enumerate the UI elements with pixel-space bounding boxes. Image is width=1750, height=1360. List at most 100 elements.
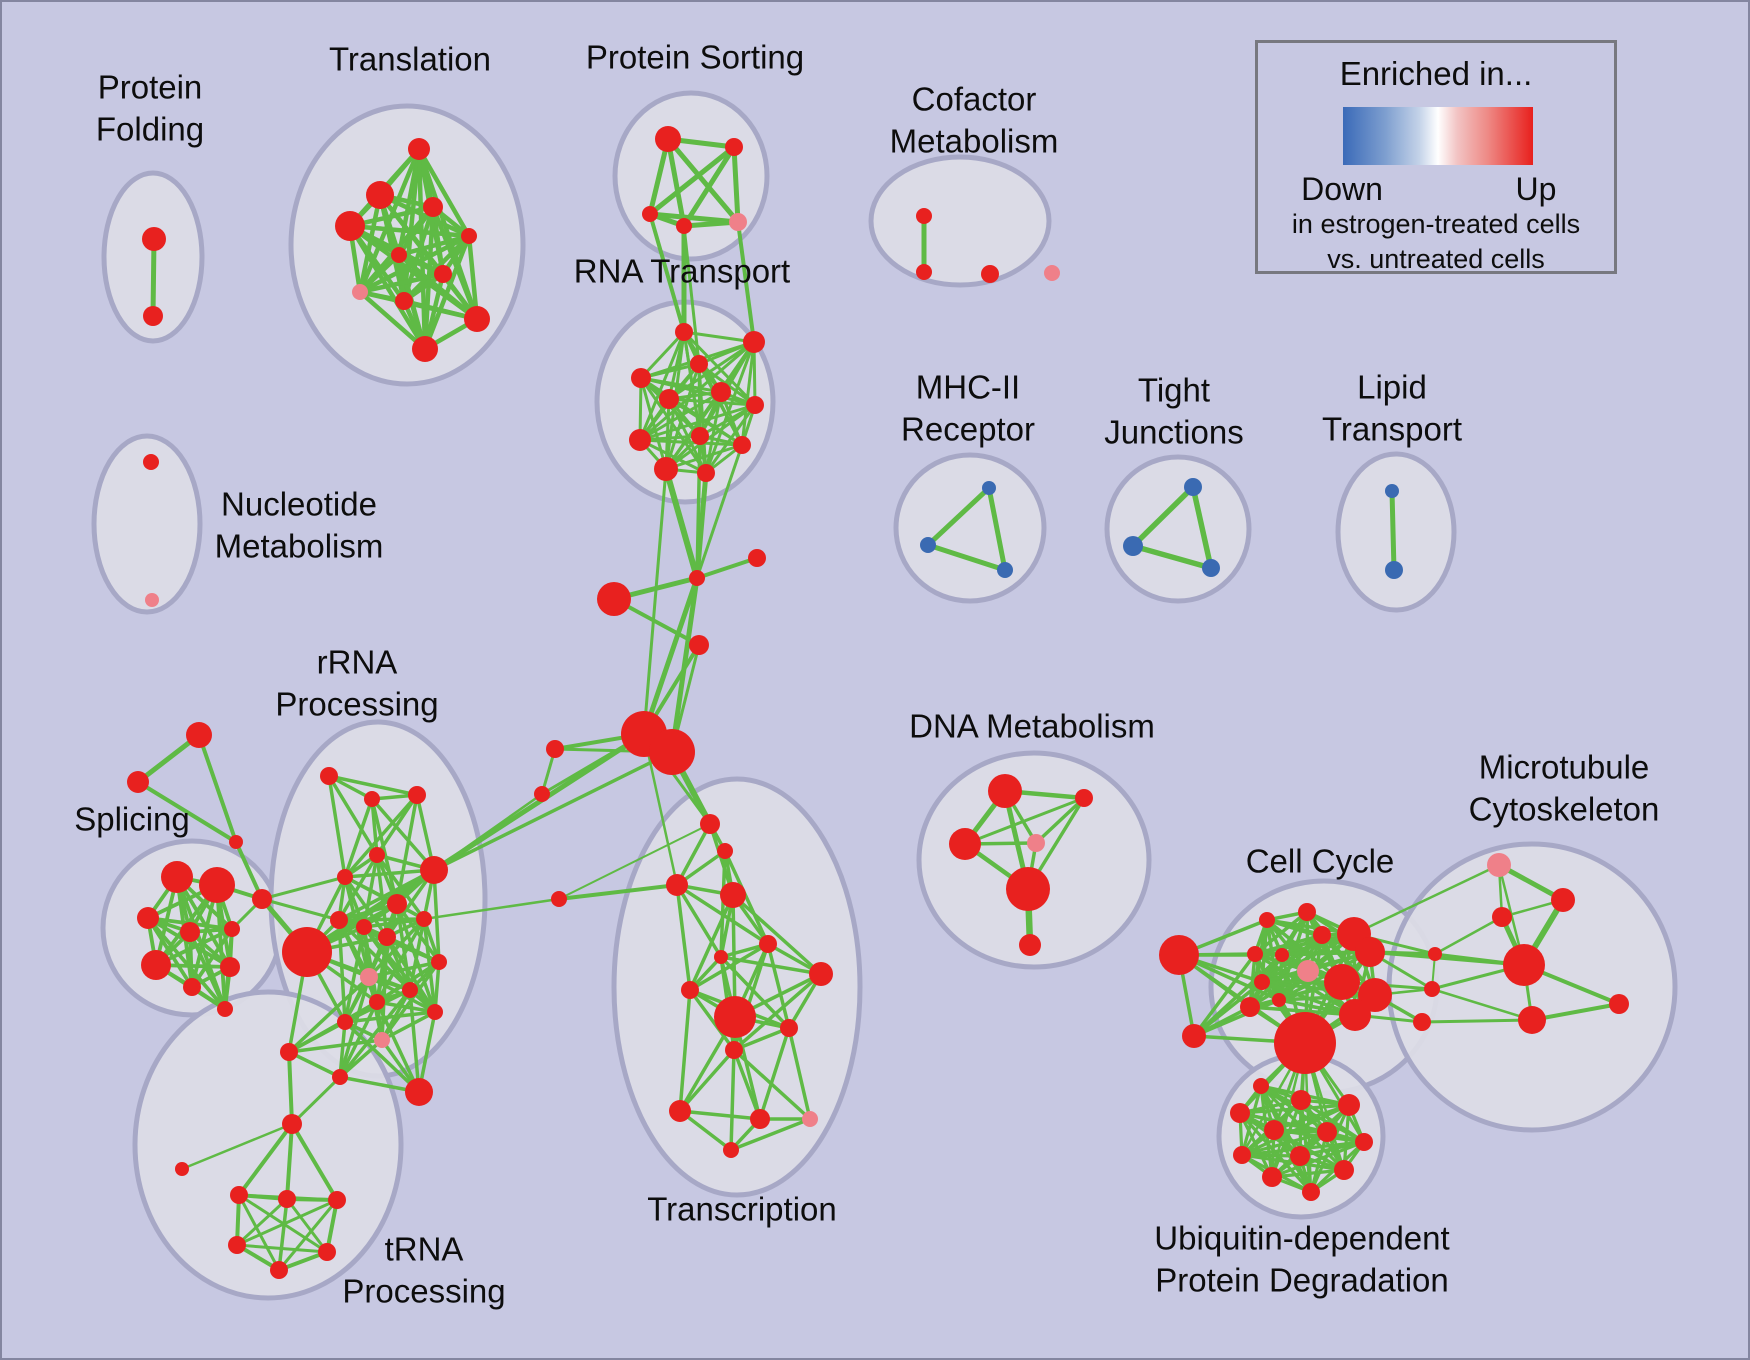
- gene-set-node-rrna-0[interactable]: [320, 767, 338, 785]
- gene-set-node-cc-8[interactable]: [1254, 974, 1270, 990]
- gene-set-node-mt-5[interactable]: [1609, 994, 1629, 1014]
- gene-set-node-ub-1[interactable]: [1291, 1090, 1311, 1110]
- gene-set-node-dna-0[interactable]: [988, 774, 1022, 808]
- gene-set-node-cc-16[interactable]: [1182, 1024, 1206, 1048]
- gene-set-node-rrna-6[interactable]: [387, 894, 407, 914]
- gene-set-node-cof-3[interactable]: [1044, 265, 1060, 281]
- gene-set-node-cof-1[interactable]: [916, 264, 932, 280]
- gene-set-node-ps-3[interactable]: [676, 218, 692, 234]
- gene-set-node-trna-6[interactable]: [318, 1243, 336, 1261]
- gene-set-node-rrna-18[interactable]: [427, 1004, 443, 1020]
- gene-set-node-spl-0[interactable]: [161, 861, 193, 893]
- gene-set-node-rrna-11[interactable]: [282, 927, 332, 977]
- gene-set-node-x-2[interactable]: [229, 835, 243, 849]
- gene-set-node-ub-11[interactable]: [1302, 1183, 1320, 1201]
- gene-set-node-x-0[interactable]: [186, 722, 212, 748]
- gene-set-node-tj-2[interactable]: [1202, 559, 1220, 577]
- gene-set-node-dna-5[interactable]: [1019, 934, 1041, 956]
- gene-set-node-tr-6[interactable]: [434, 265, 452, 283]
- gene-set-node-cc-14[interactable]: [1274, 1012, 1336, 1074]
- gene-set-node-rrna-13[interactable]: [431, 954, 447, 970]
- gene-set-node-ub-5[interactable]: [1317, 1122, 1337, 1142]
- gene-set-node-trna-0[interactable]: [282, 1114, 302, 1134]
- gene-set-node-rrna-7[interactable]: [416, 911, 432, 927]
- gene-set-node-rna-0[interactable]: [675, 323, 693, 341]
- gene-set-node-x-8[interactable]: [689, 570, 705, 586]
- gene-set-node-lip-1[interactable]: [1385, 561, 1403, 579]
- gene-set-node-mhc-1[interactable]: [920, 537, 936, 553]
- gene-set-node-x-3[interactable]: [252, 889, 272, 909]
- gene-set-node-tr-8[interactable]: [395, 292, 413, 310]
- gene-set-node-rrna-19[interactable]: [280, 1043, 298, 1061]
- gene-set-node-tr-9[interactable]: [464, 306, 490, 332]
- gene-set-node-tr-5[interactable]: [391, 247, 407, 263]
- gene-set-node-cc-0[interactable]: [1298, 903, 1316, 921]
- gene-set-node-trna-3[interactable]: [278, 1190, 296, 1208]
- gene-set-node-mt-6[interactable]: [1428, 947, 1442, 961]
- gene-set-node-tra-6[interactable]: [809, 962, 833, 986]
- gene-set-node-spl-7[interactable]: [220, 957, 240, 977]
- gene-set-node-trna-1[interactable]: [175, 1162, 189, 1176]
- gene-set-node-x-1[interactable]: [127, 771, 149, 793]
- gene-set-node-pf-1[interactable]: [143, 306, 163, 326]
- gene-set-node-spl-2[interactable]: [137, 907, 159, 929]
- gene-set-node-tra-4[interactable]: [714, 950, 728, 964]
- gene-set-node-x-10[interactable]: [597, 582, 631, 616]
- gene-set-node-rrna-16[interactable]: [337, 1014, 353, 1030]
- gene-set-node-rna-7[interactable]: [629, 429, 651, 451]
- gene-set-node-ub-8[interactable]: [1290, 1146, 1310, 1166]
- gene-set-node-dna-3[interactable]: [1027, 834, 1045, 852]
- gene-set-node-tra-12[interactable]: [750, 1109, 770, 1129]
- gene-set-node-tra-7[interactable]: [681, 981, 699, 999]
- gene-set-node-rrna-3[interactable]: [369, 847, 385, 863]
- gene-set-node-tr-4[interactable]: [461, 228, 477, 244]
- gene-set-node-rrna-5[interactable]: [420, 856, 448, 884]
- gene-set-node-cc-12[interactable]: [1272, 993, 1286, 1007]
- gene-set-node-tra-8[interactable]: [714, 996, 756, 1038]
- gene-set-node-tra-10[interactable]: [725, 1041, 743, 1059]
- gene-set-node-rna-10[interactable]: [654, 457, 678, 481]
- gene-set-node-mhc-0[interactable]: [982, 481, 996, 495]
- gene-set-node-tr-2[interactable]: [423, 197, 443, 217]
- gene-set-node-ub-2[interactable]: [1338, 1094, 1360, 1116]
- gene-set-node-ps-0[interactable]: [655, 126, 681, 152]
- gene-set-node-cof-2[interactable]: [981, 265, 999, 283]
- gene-set-node-ub-6[interactable]: [1355, 1133, 1373, 1151]
- gene-set-node-cc-4[interactable]: [1275, 948, 1289, 962]
- gene-set-node-cc-6[interactable]: [1355, 937, 1385, 967]
- gene-set-node-tra-11[interactable]: [669, 1100, 691, 1122]
- gene-set-node-rrna-2[interactable]: [408, 786, 426, 804]
- gene-set-node-tr-10[interactable]: [412, 336, 438, 362]
- gene-set-node-nuc-0[interactable]: [143, 454, 159, 470]
- gene-set-node-rna-2[interactable]: [690, 355, 708, 373]
- gene-set-node-ub-0[interactable]: [1253, 1078, 1269, 1094]
- gene-set-node-ub-9[interactable]: [1334, 1160, 1354, 1180]
- gene-set-node-rrna-17[interactable]: [374, 1032, 390, 1048]
- gene-set-node-mt-4[interactable]: [1518, 1006, 1546, 1034]
- gene-set-node-x-12[interactable]: [551, 891, 567, 907]
- gene-set-node-mt-3[interactable]: [1503, 944, 1545, 986]
- gene-set-node-ub-4[interactable]: [1264, 1120, 1284, 1140]
- gene-set-node-pf-0[interactable]: [142, 227, 166, 251]
- gene-set-node-ps-1[interactable]: [725, 138, 743, 156]
- gene-set-node-mhc-2[interactable]: [997, 562, 1013, 578]
- gene-set-node-x-4[interactable]: [546, 740, 564, 758]
- gene-set-node-tra-14[interactable]: [723, 1142, 739, 1158]
- gene-set-node-x-7[interactable]: [649, 729, 695, 775]
- gene-set-node-ub-7[interactable]: [1233, 1146, 1251, 1164]
- gene-set-node-dna-2[interactable]: [949, 828, 981, 860]
- gene-set-node-tra-0[interactable]: [700, 814, 720, 834]
- gene-set-node-ps-2[interactable]: [642, 206, 658, 222]
- gene-set-node-mt-0[interactable]: [1487, 853, 1511, 877]
- gene-set-node-rrna-21[interactable]: [405, 1078, 433, 1106]
- gene-set-node-lip-0[interactable]: [1385, 484, 1399, 498]
- gene-set-node-rna-11[interactable]: [697, 464, 715, 482]
- gene-set-node-tra-2[interactable]: [666, 874, 688, 896]
- gene-set-node-tr-1[interactable]: [366, 181, 394, 209]
- gene-set-node-dna-1[interactable]: [1075, 789, 1093, 807]
- gene-set-node-cc-13[interactable]: [1339, 999, 1371, 1031]
- gene-set-node-spl-8[interactable]: [217, 1001, 233, 1017]
- gene-set-node-rna-3[interactable]: [631, 368, 651, 388]
- gene-set-node-cc-11[interactable]: [1240, 997, 1260, 1017]
- gene-set-node-rna-6[interactable]: [746, 396, 764, 414]
